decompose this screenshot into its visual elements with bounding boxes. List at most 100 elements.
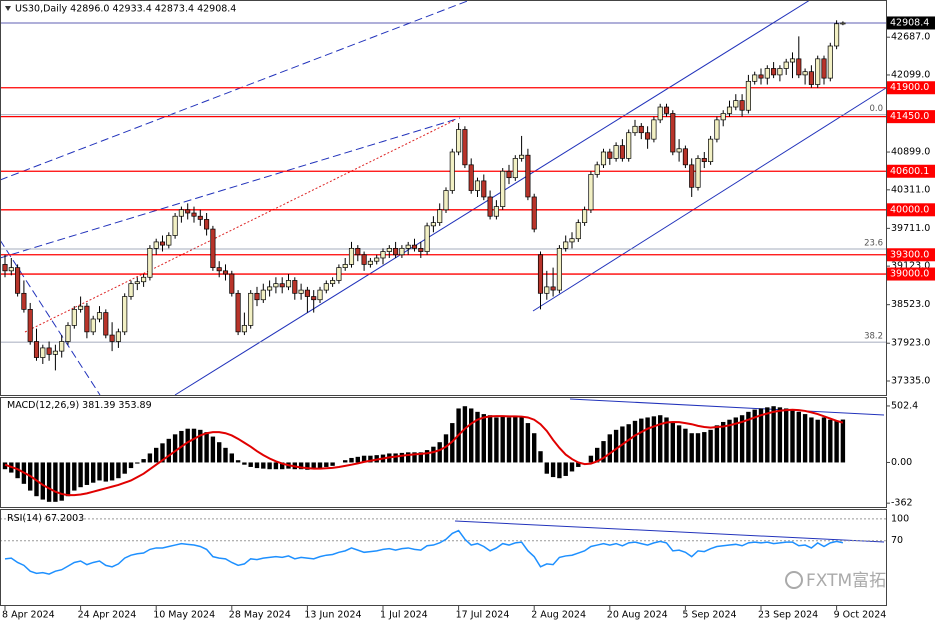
- candle-body: [519, 154, 525, 159]
- candle-body: [361, 254, 367, 265]
- macd-bar: [368, 455, 373, 463]
- candle-body: [443, 190, 449, 211]
- candle-body: [348, 247, 355, 265]
- candle-body: [374, 257, 380, 262]
- macd-bar: [412, 452, 417, 463]
- candle-body: [512, 158, 518, 179]
- candle-body: [481, 180, 487, 198]
- macd-bar: [815, 419, 820, 463]
- macd-bar: [116, 462, 121, 479]
- macd-bar: [475, 411, 480, 463]
- candle-body: [90, 318, 96, 333]
- candle-body: [437, 209, 443, 223]
- candle-body: [52, 350, 58, 355]
- candle-body: [525, 154, 531, 198]
- candle-body: [676, 148, 682, 153]
- candle-body: [588, 174, 594, 211]
- candle-body: [235, 292, 241, 333]
- macd-bar: [229, 453, 234, 463]
- macd-y-tick-label: -362: [891, 498, 913, 509]
- candle-body: [808, 71, 814, 85]
- candle-body: [613, 145, 619, 159]
- candle-body: [210, 228, 216, 268]
- macd-bar: [431, 446, 436, 463]
- candle-body: [71, 309, 77, 326]
- macd-bar: [651, 416, 657, 463]
- candle-body: [569, 238, 575, 243]
- macd-header-part: 353.89: [118, 400, 151, 411]
- candle-body: [714, 119, 720, 140]
- macd-bar: [172, 434, 178, 463]
- macd-bar: [500, 416, 505, 463]
- candle-body: [720, 113, 726, 121]
- macd-bar: [154, 447, 159, 463]
- trend-line: [454, 520, 885, 543]
- macd-bar: [406, 452, 411, 463]
- candle-body: [330, 280, 336, 285]
- macd-bar: [708, 429, 713, 463]
- macd-bar: [2, 462, 8, 470]
- y-tick-label: 37335.0: [891, 375, 930, 386]
- candle-body: [304, 289, 310, 297]
- fib-label: 0.0: [869, 104, 883, 114]
- rsi-pane-border: [0, 509, 887, 606]
- macd-bar: [355, 456, 360, 463]
- macd-bar: [40, 462, 45, 500]
- macd-bar: [550, 462, 556, 478]
- candle-body: [563, 241, 569, 249]
- candle-body: [468, 164, 474, 191]
- last-price-box: [887, 16, 935, 30]
- macd-bar: [828, 419, 833, 463]
- candle-body: [241, 325, 247, 333]
- candle-body: [556, 247, 562, 291]
- macd-bar: [462, 406, 468, 463]
- level-box: [887, 110, 935, 124]
- macd-bar: [160, 443, 165, 463]
- candle-body: [285, 280, 292, 288]
- candle-body: [115, 331, 121, 342]
- macd-bar: [242, 462, 247, 465]
- candle-body: [771, 68, 777, 76]
- candle-body: [128, 283, 134, 297]
- candle-body: [456, 129, 462, 153]
- x-tick-label: 23 Sep 2024: [758, 610, 818, 621]
- macd-bar: [557, 462, 562, 479]
- candle-body: [411, 244, 418, 249]
- candle-body: [645, 132, 651, 140]
- trend-line: [0, 239, 101, 396]
- macd-bar: [639, 418, 644, 463]
- candle-body: [33, 341, 40, 358]
- candle-body: [229, 273, 235, 294]
- macd-bar: [765, 407, 770, 463]
- level-label: 39000.0: [890, 269, 929, 280]
- candle-body: [789, 58, 796, 63]
- macd-bar: [248, 462, 253, 467]
- candle-body: [682, 148, 688, 166]
- candle-body: [323, 283, 329, 291]
- macd-bar: [676, 425, 682, 463]
- candle-body: [487, 196, 493, 217]
- candle-body: [46, 347, 52, 355]
- macd-bar: [103, 462, 108, 482]
- candle-body: [15, 267, 21, 294]
- candle-body: [260, 289, 266, 301]
- macd-bar: [632, 420, 638, 463]
- level-box: [887, 248, 935, 262]
- candle-body: [777, 68, 783, 76]
- candle-body: [178, 209, 184, 217]
- macd-bar: [53, 462, 58, 502]
- macd-bar: [525, 423, 531, 463]
- x-tick-label: 13 Jun 2024: [304, 610, 361, 621]
- y-tick-label: 39711.0: [891, 223, 930, 234]
- macd-bar: [601, 441, 606, 463]
- macd-bar: [563, 462, 568, 476]
- y-tick-label: 42099.0: [891, 69, 930, 80]
- candle-body: [689, 164, 695, 188]
- candle-body: [745, 80, 751, 111]
- macd-bar: [267, 462, 272, 470]
- macd-bar: [191, 428, 197, 463]
- rsi-y-tick-label: 100: [891, 513, 909, 524]
- candle-body: [619, 145, 625, 159]
- macd-bar: [437, 442, 442, 463]
